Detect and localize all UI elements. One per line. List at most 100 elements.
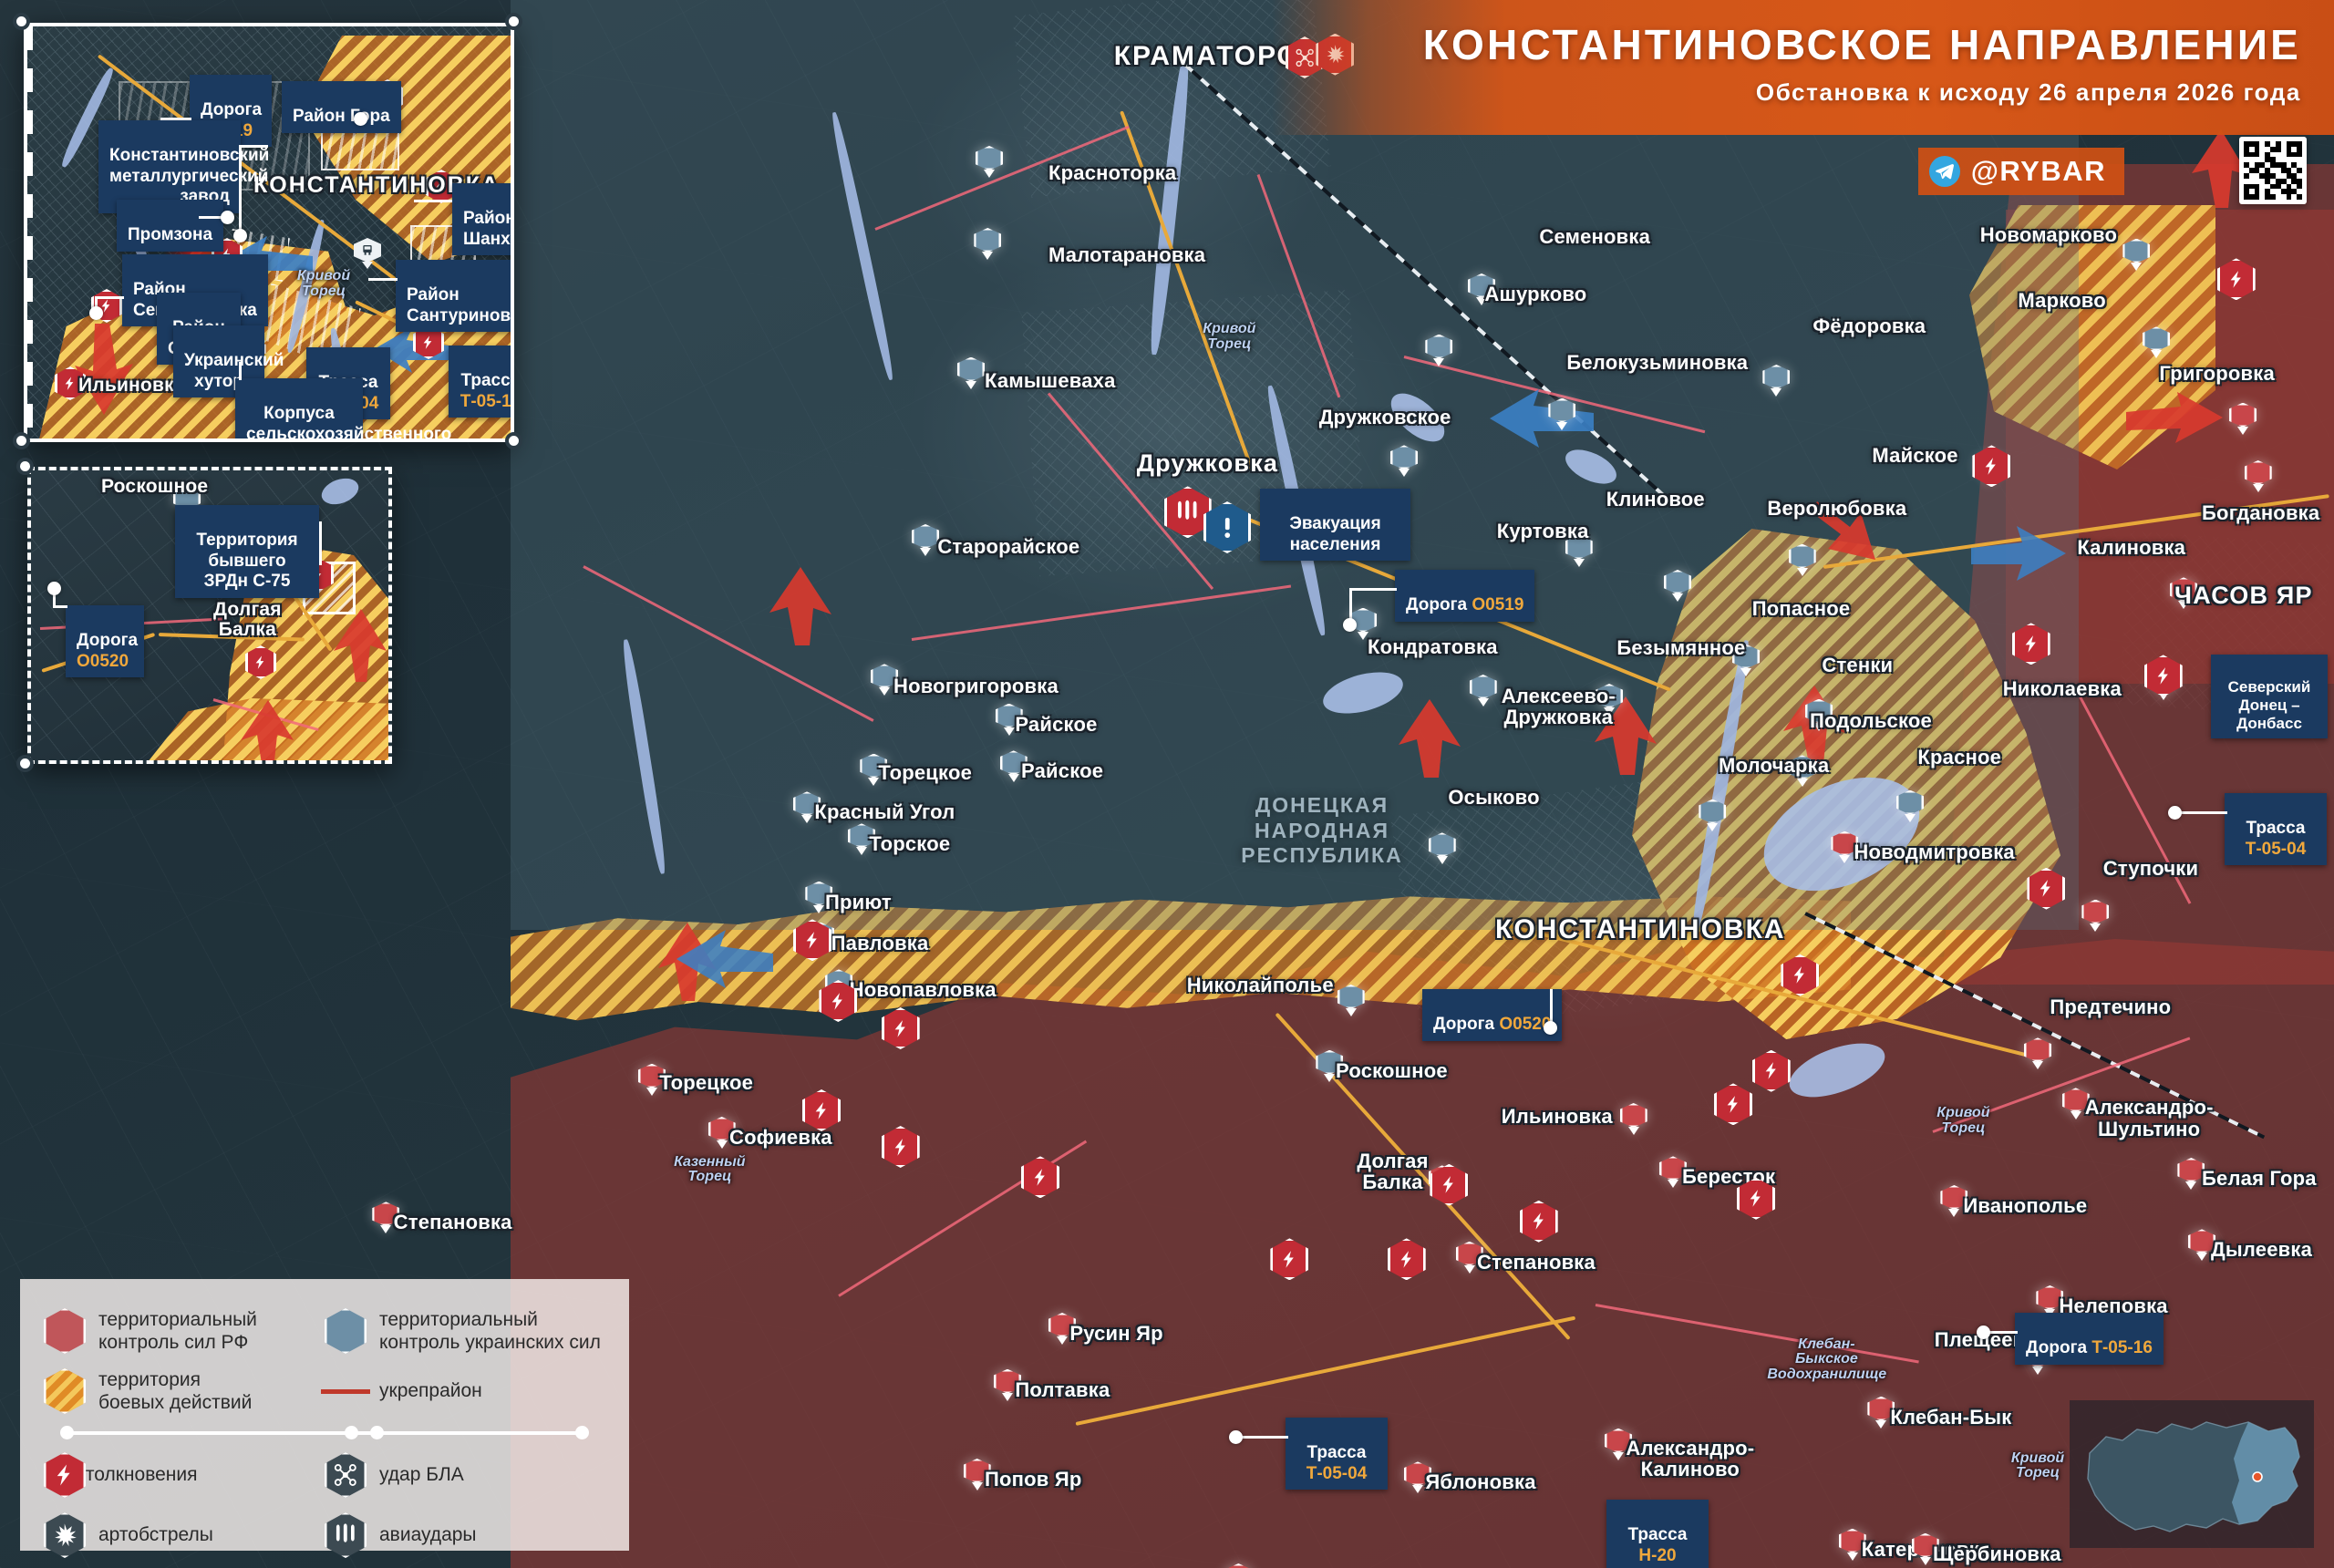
settlement-pin[interactable] xyxy=(1404,1461,1432,1494)
inset1-scale-ruler-left xyxy=(27,26,33,438)
settlement-pin[interactable] xyxy=(1390,445,1419,478)
inset2-leader-zrdn xyxy=(319,521,322,565)
counterattack-arrow-south xyxy=(1969,524,2070,583)
legend-item-airstrike: авиаудары xyxy=(325,1505,605,1565)
settlement-pin[interactable] xyxy=(1762,365,1791,397)
settlement-pin[interactable] xyxy=(974,228,1002,260)
settlement-label: Александро- Калиново xyxy=(1626,1436,1755,1480)
settlement-pin[interactable] xyxy=(1428,832,1456,865)
settlement-pin[interactable] xyxy=(1805,698,1833,731)
settlement-pin[interactable] xyxy=(1788,755,1816,788)
settlement-pin[interactable] xyxy=(1468,273,1496,305)
settlement-pin[interactable] xyxy=(1896,789,1925,822)
legend-label: удар БЛА xyxy=(379,1464,464,1486)
advance-arrow-stepanovka xyxy=(1395,697,1468,779)
callout-text: Трасса xyxy=(1306,1443,1367,1463)
qr-code[interactable] xyxy=(2239,137,2307,204)
inset1-leader-plant xyxy=(241,145,268,148)
settlement-pin[interactable] xyxy=(1664,570,1692,602)
event-clash-icon[interactable] xyxy=(2011,623,2050,665)
inset1-leader-semivetrovka-v xyxy=(95,296,98,311)
bolt-icon xyxy=(44,1452,86,1498)
settlement-pin[interactable] xyxy=(994,1368,1022,1401)
settlement-pin[interactable] xyxy=(957,356,986,389)
callout-evacuation: Эвакуация населения xyxy=(1260,489,1410,562)
settlement-pin[interactable] xyxy=(1425,334,1453,366)
event-clash-icon[interactable] xyxy=(2027,867,2066,910)
callout-text: Район Гора xyxy=(293,107,390,127)
settlement-pin[interactable] xyxy=(848,823,876,856)
settlement-pin[interactable] xyxy=(707,1117,736,1150)
settlement-pin[interactable] xyxy=(912,524,940,556)
settlement-pin[interactable] xyxy=(2143,326,2171,359)
settlement-label: Дылеевка xyxy=(2211,1238,2313,1262)
settlement-pin[interactable] xyxy=(1867,1396,1895,1429)
inset2-event-combat-2[interactable] xyxy=(245,645,276,679)
settlement-pin[interactable] xyxy=(860,753,888,786)
callout-road-o0519: Дорога O0519 xyxy=(1395,570,1535,622)
settlement-label: Райское xyxy=(1021,759,1104,783)
settlement-label: Молочарка xyxy=(1719,753,1830,777)
settlement-pin[interactable] xyxy=(1788,543,1816,576)
settlement-pin[interactable] xyxy=(1316,1049,1344,1082)
inset1-anchor-plant xyxy=(233,229,247,242)
settlement-pin[interactable] xyxy=(2122,238,2151,271)
callout-text: Промзона xyxy=(128,225,213,245)
settlement-label: Кондратовка xyxy=(1368,634,1498,658)
settlement-pin[interactable] xyxy=(976,146,1004,178)
settlement-pin[interactable] xyxy=(793,791,821,824)
settlement-pin[interactable] xyxy=(999,750,1028,783)
settlement-pin[interactable] xyxy=(372,1202,400,1234)
settlement-pin[interactable] xyxy=(1565,534,1593,567)
settlement-pin[interactable] xyxy=(1699,799,1727,831)
inset1-advance-arrow-ilinovka xyxy=(71,320,137,418)
settlement-pin[interactable] xyxy=(2061,1088,2090,1120)
settlement-pin[interactable] xyxy=(1455,1241,1483,1274)
hydronym-label: Казенный Торец xyxy=(674,1153,746,1185)
callout-anchor-o0520 xyxy=(1544,1021,1557,1035)
settlement-pin[interactable] xyxy=(1911,1532,1939,1565)
settlement-pin[interactable] xyxy=(1224,1563,1253,1568)
settlement-label: Николаевка xyxy=(2002,677,2122,701)
settlement-pin[interactable] xyxy=(1940,1185,1968,1218)
settlement-pin[interactable] xyxy=(2229,402,2257,435)
inset1-water-label: Кривой Торец xyxy=(296,268,351,299)
settlement-pin[interactable] xyxy=(638,1063,666,1096)
settlement-pin[interactable] xyxy=(1732,644,1761,676)
event-clash-icon[interactable] xyxy=(2143,655,2183,697)
settlement-pin[interactable] xyxy=(1048,1313,1077,1346)
settlement-pin[interactable] xyxy=(2081,899,2110,932)
callout-anchor-t0516 xyxy=(1977,1326,1990,1339)
settlement-pin[interactable] xyxy=(2188,1229,2216,1262)
settlement-pin[interactable] xyxy=(1619,1103,1647,1136)
inset1-counterattack-arrow-south xyxy=(372,327,450,375)
road-number: O0519 xyxy=(1472,595,1524,615)
channel-badge[interactable]: @RYBAR xyxy=(1917,148,2124,195)
callout-text: Район Шанхай xyxy=(463,209,514,249)
settlement-pin[interactable] xyxy=(871,664,899,696)
inset2-advance-arrow-bottom xyxy=(239,698,295,760)
settlement-pin[interactable] xyxy=(1596,684,1624,716)
inset-dolgaya-balka[interactable]: Роскошное Долгая Балка Территория бывшег… xyxy=(27,467,392,764)
settlement-pin[interactable] xyxy=(1831,830,1859,863)
inset-konstantinovka[interactable]: КОНСТАНТИНОВКА Ильиновка Кривой Торец До… xyxy=(24,23,514,442)
settlement-pin[interactable] xyxy=(1838,1528,1866,1561)
settlement-pin[interactable] xyxy=(1605,1428,1633,1460)
callout-text: Северский Донец – Донбасс xyxy=(2227,678,2311,733)
settlement-pin[interactable] xyxy=(2244,460,2272,492)
settlement-pin[interactable] xyxy=(1548,397,1576,430)
legend-item-ru-control: территориальный контроль сил РФ xyxy=(44,1301,325,1361)
settlement-pin[interactable] xyxy=(805,881,833,913)
hex-red-icon xyxy=(44,1308,86,1354)
settlement-pin[interactable] xyxy=(1469,675,1497,707)
settlement-pin[interactable] xyxy=(2170,577,2198,610)
settlement-label: Александро- Шультино xyxy=(2084,1096,2214,1140)
settlement-pin[interactable] xyxy=(1659,1156,1688,1189)
settlement-pin[interactable] xyxy=(2177,1158,2205,1191)
settlement-pin[interactable] xyxy=(995,703,1023,736)
settlement-pin[interactable] xyxy=(2024,1037,2052,1070)
settlement-label: Новогригоровка xyxy=(893,675,1059,697)
settlement-pin[interactable] xyxy=(963,1459,991,1491)
settlement-pin[interactable] xyxy=(1337,985,1365,1017)
callout-route-t0504-east: Трасса Т-05-04 xyxy=(2225,793,2327,866)
